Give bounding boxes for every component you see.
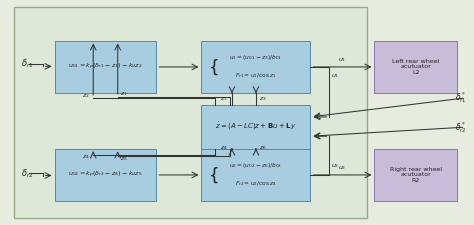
Text: $u_1$: $u_1$ [331, 72, 339, 80]
FancyBboxPatch shape [201, 105, 310, 148]
Text: $z_2$: $z_2$ [82, 92, 90, 100]
Text: $F_{r1}=u_1/\cos z_1$: $F_{r1}=u_1/\cos z_1$ [235, 72, 277, 80]
Text: $u_1=(u_{01}-z_3)/b_{01}$: $u_1=(u_{01}-z_3)/b_{01}$ [229, 54, 283, 63]
FancyBboxPatch shape [55, 40, 156, 93]
FancyBboxPatch shape [201, 40, 310, 93]
Text: $u_2$: $u_2$ [331, 162, 339, 170]
FancyBboxPatch shape [374, 40, 457, 93]
Text: $u_2$: $u_2$ [338, 164, 346, 172]
FancyBboxPatch shape [14, 7, 367, 218]
Text: $u_2=(u_{02}-z_6)/b_{02}$: $u_2=(u_{02}-z_6)/b_{02}$ [229, 162, 283, 171]
Text: Left rear wheel
acutuator
L2: Left rear wheel acutuator L2 [392, 59, 439, 75]
Text: $F_{r2}=u_2/\cos z_4$: $F_{r2}=u_2/\cos z_4$ [235, 180, 277, 188]
Text: $u_{01}=k_p(\delta_{r1}-z_1)-k_dz_2$: $u_{01}=k_p(\delta_{r1}-z_1)-k_dz_2$ [68, 62, 143, 72]
Text: $z_1$: $z_1$ [219, 95, 227, 103]
Text: $\delta_{r2}$: $\delta_{r2}$ [21, 167, 34, 180]
Text: $z_4$: $z_4$ [82, 153, 90, 162]
FancyBboxPatch shape [374, 148, 457, 201]
FancyBboxPatch shape [201, 148, 310, 201]
Text: $\delta^*_{r2}$: $\delta^*_{r2}$ [455, 120, 467, 135]
Text: $z_5$: $z_5$ [120, 155, 128, 163]
Text: $\{$: $\{$ [208, 165, 218, 185]
FancyBboxPatch shape [55, 148, 156, 201]
Text: $z_3$: $z_3$ [259, 95, 266, 103]
Text: $\delta_{r1}$: $\delta_{r1}$ [21, 58, 34, 70]
Text: $z_6$: $z_6$ [259, 144, 266, 153]
Text: $\{$: $\{$ [208, 57, 218, 77]
Text: $z_4$: $z_4$ [219, 144, 228, 153]
Text: $\delta^*_{r1}$: $\delta^*_{r1}$ [455, 90, 467, 105]
Text: Right rear wheel
acutuator
R2: Right rear wheel acutuator R2 [390, 167, 442, 183]
Text: $\dot{z}=(A-LC)z+\mathbf{B}u+\mathbf{L}y$: $\dot{z}=(A-LC)z+\mathbf{B}u+\mathbf{L}y… [215, 121, 297, 133]
Text: $u_1$: $u_1$ [338, 56, 346, 64]
Text: $u_{02}=k_p(\delta_{r2}-z_4)-k_dz_5$: $u_{02}=k_p(\delta_{r2}-z_4)-k_dz_5$ [68, 170, 143, 180]
Text: $z_1$: $z_1$ [120, 90, 128, 99]
